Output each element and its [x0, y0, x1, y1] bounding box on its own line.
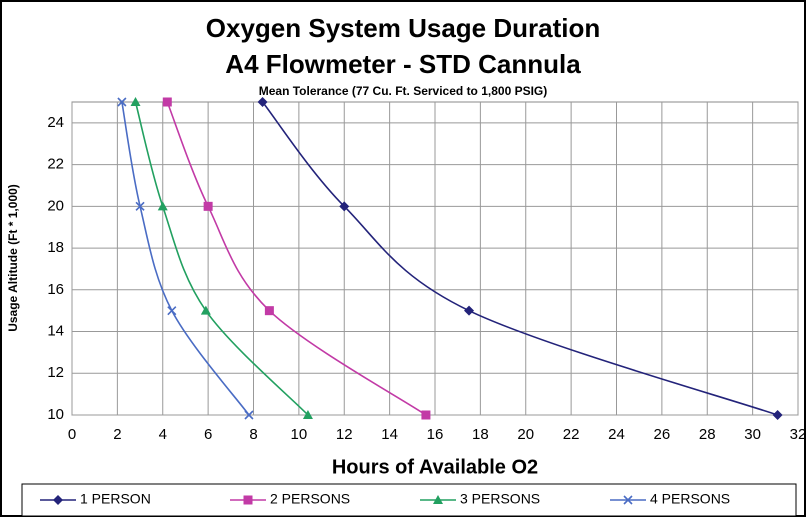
- x-tick-label: 24: [608, 426, 625, 443]
- x-tick-label: 14: [381, 426, 398, 443]
- x-tick-label: 10: [291, 426, 308, 443]
- chart-subtitle: A4 Flowmeter - STD Cannula: [225, 49, 581, 79]
- marker: [53, 495, 63, 505]
- x-tick-label: 12: [336, 426, 353, 443]
- x-axis-label: Hours of Available O2: [332, 456, 538, 478]
- marker: [243, 495, 253, 505]
- marker: [772, 410, 783, 420]
- marker: [264, 306, 274, 316]
- marker: [157, 201, 168, 211]
- marker: [244, 410, 254, 420]
- x-tick-label: 8: [249, 426, 257, 443]
- y-tick-label: 16: [47, 281, 64, 298]
- y-tick-label: 22: [47, 156, 64, 173]
- y-axis-label: Usage Altitude (Ft * 1,000): [6, 184, 20, 332]
- series-line: [166, 101, 427, 416]
- marker: [117, 97, 127, 107]
- chart-title: Oxygen System Usage Duration: [206, 13, 600, 43]
- legend-label: 2 PERSONS: [270, 491, 350, 507]
- marker: [464, 305, 475, 316]
- x-tick-label: 6: [204, 426, 212, 443]
- legend-label: 3 PERSONS: [460, 491, 540, 507]
- legend-label: 1 PERSON: [80, 491, 151, 507]
- y-tick-label: 18: [47, 239, 64, 256]
- x-tick-label: 30: [744, 426, 761, 443]
- legend-box: [21, 483, 797, 517]
- x-tick-label: 28: [699, 426, 716, 443]
- x-tick-label: 32: [790, 426, 806, 443]
- legend-label: 4 PERSONS: [650, 491, 730, 507]
- marker: [421, 410, 431, 420]
- marker: [130, 97, 141, 106]
- marker: [623, 495, 633, 505]
- y-tick-label: 20: [47, 197, 64, 214]
- x-tick-label: 4: [159, 426, 167, 443]
- series-line: [121, 101, 250, 416]
- x-tick-label: 18: [472, 426, 489, 443]
- marker: [339, 201, 350, 212]
- series-line: [134, 101, 309, 416]
- y-tick-label: 24: [47, 114, 64, 131]
- x-tick-label: 16: [427, 426, 444, 443]
- x-tick-label: 26: [654, 426, 671, 443]
- marker: [203, 201, 213, 211]
- y-tick-label: 10: [47, 406, 64, 423]
- marker: [200, 305, 211, 315]
- marker: [162, 97, 172, 107]
- x-tick-label: 2: [113, 426, 121, 443]
- x-tick-label: 22: [563, 426, 580, 443]
- marker: [302, 410, 313, 419]
- x-tick-label: 20: [517, 426, 534, 443]
- x-tick-label: 0: [68, 426, 76, 443]
- series-line: [261, 101, 778, 416]
- y-tick-label: 12: [47, 364, 64, 381]
- marker: [167, 306, 177, 316]
- y-tick-label: 14: [47, 323, 64, 340]
- marker: [135, 201, 145, 211]
- chart-annotation: Mean Tolerance (77 Cu. Ft. Serviced to 1…: [259, 84, 548, 98]
- marker: [257, 97, 268, 107]
- marker: [433, 495, 443, 504]
